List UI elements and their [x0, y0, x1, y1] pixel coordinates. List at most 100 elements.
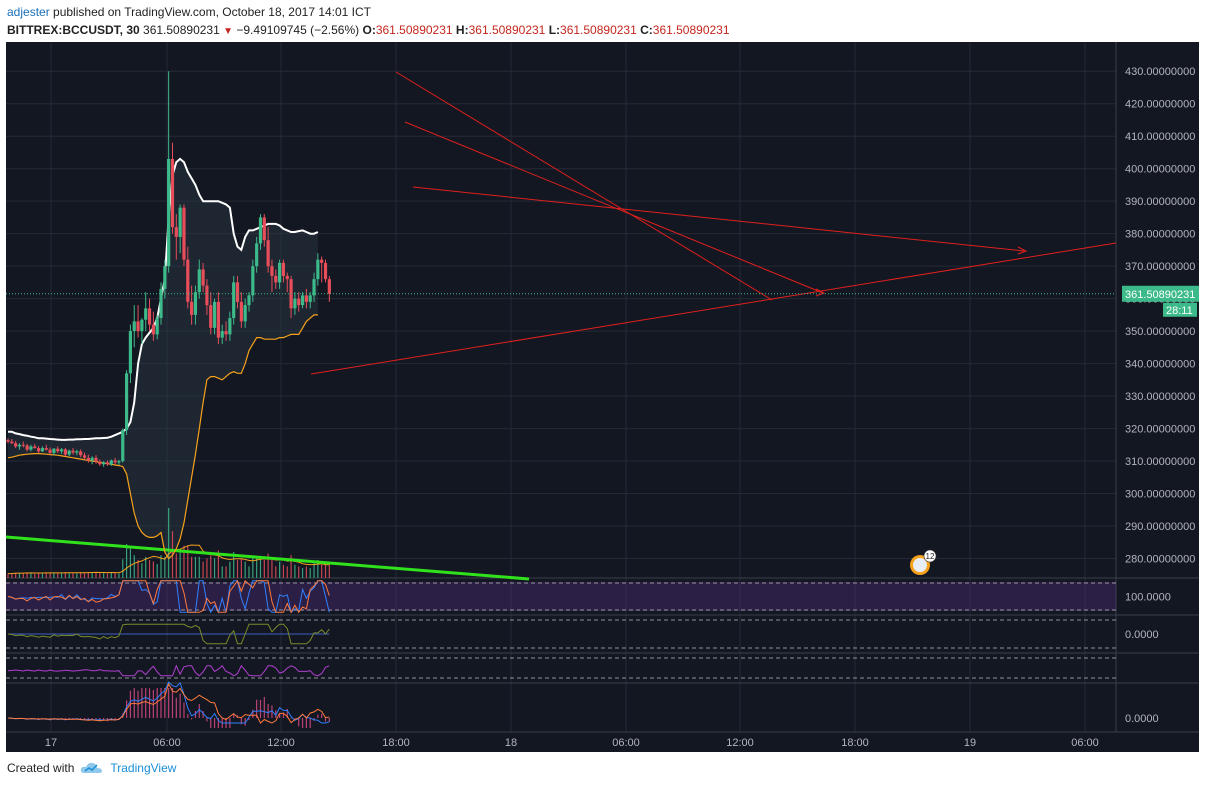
candle-body	[167, 158, 171, 267]
volume-bar	[301, 568, 304, 578]
symbol-label: BITTREX:BCCUSDT, 30	[7, 23, 140, 37]
candle-body	[224, 331, 228, 335]
histogram-bar	[160, 688, 162, 718]
candle-body	[209, 305, 213, 328]
macd-pane-axis-label: 0.0000	[1125, 629, 1159, 641]
candle-body	[323, 262, 328, 280]
volume-bar	[206, 558, 208, 578]
volume-bar	[271, 560, 273, 578]
y-tick-label: 320.00000000	[1125, 424, 1195, 436]
candle-body	[86, 457, 90, 461]
histogram-bar	[183, 702, 185, 718]
volume-bar	[179, 552, 181, 578]
candle-body	[17, 444, 22, 447]
histogram-bar	[72, 718, 74, 719]
volume-bar	[213, 558, 216, 578]
close-value: 361.50890231	[652, 23, 730, 37]
y-tick-label: 350.00000000	[1125, 326, 1195, 338]
candle-body	[278, 262, 282, 283]
volume-bar	[99, 572, 101, 578]
chart-svg[interactable]: 430.00000000 420.00000000 410.00000000 400.…	[5, 42, 1200, 752]
x-tick-label: 06:00	[153, 737, 181, 749]
volume-bar	[229, 561, 231, 578]
volume-bar	[91, 572, 93, 578]
y-tick-label: 380.00000000	[1125, 229, 1195, 241]
price-change: −9.49109745 (−2.56%)	[236, 23, 360, 37]
candle-body	[94, 457, 98, 462]
volume-bar	[152, 561, 154, 578]
bollinger-band-fill	[8, 158, 318, 559]
volume-bar	[145, 556, 147, 578]
candle-body	[251, 266, 255, 296]
candle-body	[212, 301, 217, 328]
candle-body	[300, 295, 305, 306]
volume-bar	[72, 572, 74, 578]
volume-bar	[7, 573, 9, 578]
histogram-bar	[171, 688, 174, 718]
stoch-pane-line	[7, 579, 330, 614]
candle-body	[243, 305, 247, 322]
candle-body	[255, 243, 259, 267]
histogram-bar	[279, 713, 281, 718]
histogram-pane: 0.0000	[7, 681, 1159, 728]
last-price: 361.50890231	[143, 23, 220, 37]
histogram-bar	[187, 714, 189, 718]
tradingview-cloud-icon	[81, 762, 103, 773]
author-link[interactable]: adjester	[7, 5, 50, 19]
volume-bar	[114, 572, 116, 578]
countdown-text: 28:11	[1166, 305, 1193, 317]
volume-bar	[217, 550, 219, 578]
candle-body	[56, 448, 60, 452]
candle-body	[293, 298, 297, 309]
low-label: L:	[548, 23, 561, 37]
tradingview-link[interactable]: TradingView	[110, 761, 177, 775]
stoch-pane-band	[6, 582, 1116, 611]
candle-body	[147, 308, 152, 325]
publish-info: adjester published on TradingView.com, O…	[7, 5, 371, 19]
down-arrow-icon: ▼	[223, 26, 234, 37]
high-value: 361.50890231	[468, 23, 546, 37]
high-label: H:	[455, 23, 469, 37]
chart-panel[interactable]: 430.00000000 420.00000000 410.00000000 400.…	[5, 42, 1200, 752]
histogram-bar	[256, 699, 258, 718]
volume-bar	[68, 572, 70, 578]
volume-bar	[267, 553, 269, 578]
volume-bar	[248, 566, 250, 578]
y-tick-label: 390.00000000	[1125, 196, 1195, 208]
volume-bar	[286, 566, 288, 578]
candle-body	[121, 430, 125, 462]
histogram-pane-axis-label: 0.0000	[1125, 713, 1159, 725]
x-tick-label: 06:00	[612, 737, 640, 749]
histogram-bar	[233, 713, 235, 718]
candle-body	[262, 217, 266, 241]
histogram-bar	[328, 718, 330, 722]
trendline-2	[404, 121, 824, 294]
histogram-bar	[321, 713, 323, 718]
volume-bar	[53, 572, 55, 578]
stoch-pane-axis-label: 100.0000	[1125, 592, 1171, 604]
candle-body	[247, 295, 251, 306]
x-tick-label: 06:00	[1071, 737, 1099, 749]
candle-body	[75, 451, 79, 453]
volume-bar	[110, 572, 112, 578]
countdown-badge	[1163, 302, 1197, 317]
volume-bar	[164, 556, 166, 578]
candle-body	[132, 321, 136, 332]
x-tick-label: 18:00	[841, 737, 869, 749]
candle-body	[48, 449, 52, 453]
volume-bar	[125, 544, 128, 578]
histogram-bar	[164, 688, 166, 718]
y-tick-label: 410.00000000	[1125, 131, 1195, 143]
histogram-bar	[217, 718, 219, 728]
volume-bar	[15, 572, 17, 578]
y-tick-label: 430.00000000	[1125, 66, 1195, 78]
histogram-bar	[298, 718, 300, 727]
candle-body	[33, 446, 37, 449]
histogram-bar	[294, 718, 296, 719]
candles	[6, 71, 331, 467]
volume-bar	[225, 566, 227, 578]
volume-bar	[202, 561, 204, 578]
histogram-bar	[191, 718, 193, 720]
volume-bar	[233, 552, 235, 578]
candle-body	[117, 461, 121, 463]
